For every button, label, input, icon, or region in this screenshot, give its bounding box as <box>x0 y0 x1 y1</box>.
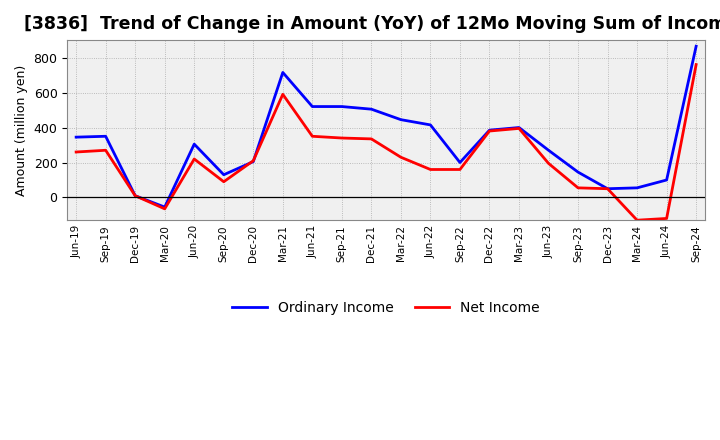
Ordinary Income <box>574 169 582 175</box>
Net Income <box>161 206 169 212</box>
Ordinary Income <box>102 134 110 139</box>
Legend: Ordinary Income, Net Income: Ordinary Income, Net Income <box>227 296 546 321</box>
Ordinary Income <box>220 172 228 177</box>
Ordinary Income <box>249 159 258 164</box>
Ordinary Income <box>161 205 169 210</box>
Net Income <box>338 136 346 141</box>
Net Income <box>190 156 199 161</box>
Ordinary Income <box>544 148 553 153</box>
Ordinary Income <box>515 125 523 130</box>
Net Income <box>515 126 523 131</box>
Net Income <box>574 185 582 191</box>
Net Income <box>692 62 701 67</box>
Ordinary Income <box>662 177 671 183</box>
Net Income <box>220 179 228 184</box>
Net Income <box>102 148 110 153</box>
Net Income <box>485 128 494 134</box>
Net Income <box>279 92 287 97</box>
Ordinary Income <box>279 70 287 75</box>
Line: Net Income: Net Income <box>76 65 696 220</box>
Net Income <box>456 167 464 172</box>
Ordinary Income <box>456 160 464 165</box>
Net Income <box>308 134 317 139</box>
Title: [3836]  Trend of Change in Amount (YoY) of 12Mo Moving Sum of Incomes: [3836] Trend of Change in Amount (YoY) o… <box>24 15 720 33</box>
Ordinary Income <box>397 117 405 122</box>
Net Income <box>131 193 140 198</box>
Ordinary Income <box>72 135 81 140</box>
Net Income <box>544 161 553 166</box>
Ordinary Income <box>603 186 612 191</box>
Net Income <box>397 154 405 160</box>
Ordinary Income <box>692 44 701 49</box>
Ordinary Income <box>190 142 199 147</box>
Y-axis label: Amount (million yen): Amount (million yen) <box>15 65 28 196</box>
Net Income <box>603 186 612 191</box>
Ordinary Income <box>633 185 642 191</box>
Line: Ordinary Income: Ordinary Income <box>76 46 696 207</box>
Ordinary Income <box>131 193 140 198</box>
Net Income <box>72 149 81 154</box>
Net Income <box>633 217 642 223</box>
Ordinary Income <box>308 104 317 109</box>
Ordinary Income <box>367 106 376 112</box>
Net Income <box>249 158 258 163</box>
Net Income <box>426 167 435 172</box>
Net Income <box>367 136 376 142</box>
Ordinary Income <box>426 122 435 128</box>
Ordinary Income <box>485 128 494 133</box>
Net Income <box>662 216 671 221</box>
Ordinary Income <box>338 104 346 109</box>
